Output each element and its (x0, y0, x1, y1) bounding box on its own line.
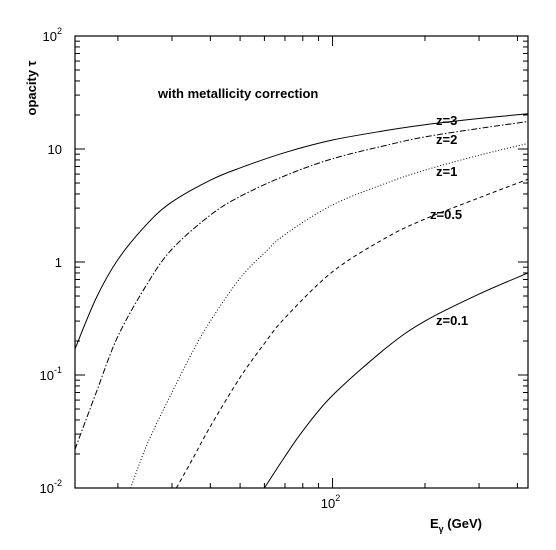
plot-frame (74, 35, 529, 489)
series-curves (74, 113, 529, 489)
tick-labels: 102 10 1 10-1 10-2 102 (40, 26, 341, 511)
curve-label-z05: z=0.5 (430, 207, 462, 222)
series-line-2 (130, 142, 529, 489)
curve-label-z01: z=0.1 (436, 313, 468, 328)
x-axis-label-main: E (430, 516, 439, 531)
series-line-0 (74, 113, 529, 350)
y-axis-label: opacity τ (24, 60, 39, 115)
curve-label-z2: z=2 (436, 132, 457, 147)
series-line-1 (74, 121, 529, 450)
axis-ticks (75, 36, 528, 489)
curve-label-z3: z=3 (436, 113, 457, 128)
x-axis-label: Eγ (GeV) (430, 516, 482, 534)
x-axis-label-sub: γ (439, 524, 444, 534)
y-tick-label: 10-2 (40, 478, 62, 496)
x-tick-label: 102 (321, 493, 340, 511)
curve-label-z1: z=1 (436, 164, 457, 179)
y-tick-label: 10-1 (40, 365, 62, 383)
y-tick-label: 10 (48, 142, 62, 157)
y-tick-label: 102 (43, 26, 62, 44)
series-line-4 (263, 272, 529, 489)
series-line-3 (175, 178, 529, 489)
annotation: with metallicity correction (157, 86, 318, 101)
y-tick-label: 1 (55, 255, 62, 270)
x-axis-label-unit: (GeV) (444, 516, 482, 531)
